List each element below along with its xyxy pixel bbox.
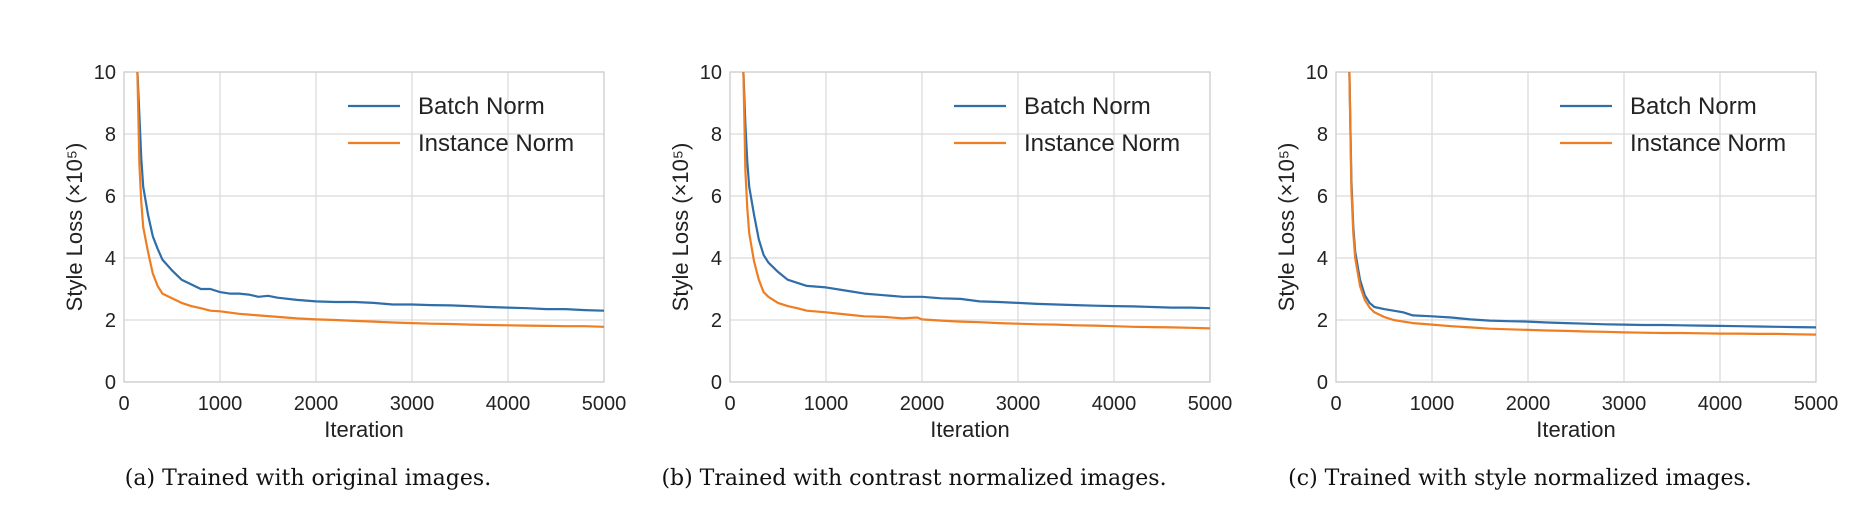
x-axis-label: Iteration (1536, 417, 1616, 442)
x-tick-label: 2000 (900, 393, 945, 415)
x-tick-label: 0 (724, 393, 735, 415)
x-tick-label: 3000 (390, 393, 435, 415)
x-tick-label: 5000 (1188, 393, 1233, 415)
series-line-instance-norm (742, 72, 1210, 330)
y-tick-label: 4 (711, 248, 722, 270)
y-axis-label: Style Loss (×10⁵) (1274, 143, 1299, 312)
y-tick-label: 2 (105, 310, 116, 332)
caption-b: (b) Trained with contrast normalized ima… (661, 466, 1167, 491)
legend-label: Batch Norm (1630, 93, 1757, 120)
y-tick-label: 10 (94, 62, 116, 84)
y-tick-label: 10 (1306, 62, 1328, 84)
chart-a: 0 1000 2000 3000 4000 5000 0 2 4 6 8 10 Iteration Sty… (62, 62, 626, 442)
series-line-batch-norm (136, 72, 604, 312)
legend-label: Instance Norm (1630, 130, 1786, 157)
y-tick-label: 6 (1317, 186, 1328, 208)
chart-b: 0 1000 2000 3000 4000 5000 0 2 4 6 8 10 Iteration Sty… (668, 62, 1232, 442)
x-tick-label: 4000 (1092, 393, 1137, 415)
caption-a: (a) Trained with original images. (124, 466, 492, 491)
series-line-batch-norm (1348, 72, 1816, 329)
series-line-batch-norm (742, 72, 1210, 310)
y-tick-label: 0 (711, 372, 722, 394)
y-tick-label: 4 (1317, 248, 1328, 270)
y-tick-label: 0 (105, 372, 116, 394)
plot-frame (1335, 71, 1817, 383)
y-tick-label: 6 (105, 186, 116, 208)
x-tick-label: 4000 (1698, 393, 1743, 415)
plot-frame (729, 71, 1211, 383)
x-tick-label: 1000 (1410, 393, 1455, 415)
legend-label: Batch Norm (418, 93, 545, 120)
chart-panel-a: 0 1000 2000 3000 4000 5000 0 2 4 6 8 10 Iteration Sty… (8, 0, 626, 510)
x-tick-label: 2000 (294, 393, 339, 415)
chart-panel-c: 0 1000 2000 3000 4000 5000 0 2 4 6 8 10 Iteration Sty… (1220, 0, 1838, 510)
y-tick-label: 0 (1317, 372, 1328, 394)
y-tick-label: 8 (105, 124, 116, 146)
x-tick-label: 1000 (198, 393, 243, 415)
x-tick-label: 0 (118, 393, 129, 415)
x-tick-label: 0 (1330, 393, 1341, 415)
x-tick-label: 2000 (1506, 393, 1551, 415)
y-tick-label: 6 (711, 186, 722, 208)
y-tick-label: 2 (1317, 310, 1328, 332)
series-line-instance-norm (136, 72, 604, 328)
caption-c: (c) Trained with style normalized images… (1288, 466, 1752, 491)
y-axis-label: Style Loss (×10⁵) (62, 143, 87, 312)
y-tick-label: 10 (700, 62, 722, 84)
y-tick-label: 4 (105, 248, 116, 270)
legend-label: Instance Norm (1024, 130, 1180, 157)
y-tick-label: 8 (1317, 124, 1328, 146)
chart-panel-b: 0 1000 2000 3000 4000 5000 0 2 4 6 8 10 Iteration Sty… (614, 0, 1232, 510)
x-tick-label: 3000 (1602, 393, 1647, 415)
plot-frame (123, 71, 605, 383)
y-axis-label: Style Loss (×10⁵) (668, 143, 693, 312)
x-tick-label: 5000 (1794, 393, 1839, 415)
x-tick-label: 5000 (582, 393, 627, 415)
x-tick-label: 4000 (486, 393, 531, 415)
legend-label: Batch Norm (1024, 93, 1151, 120)
legend-label: Instance Norm (418, 130, 574, 157)
x-axis-label: Iteration (324, 417, 404, 442)
y-tick-label: 8 (711, 124, 722, 146)
y-tick-label: 2 (711, 310, 722, 332)
x-axis-label: Iteration (930, 417, 1010, 442)
x-tick-label: 1000 (804, 393, 849, 415)
x-tick-label: 3000 (996, 393, 1041, 415)
series-line-instance-norm (1348, 72, 1816, 336)
chart-c: 0 1000 2000 3000 4000 5000 0 2 4 6 8 10 Iteration Sty… (1274, 62, 1838, 442)
